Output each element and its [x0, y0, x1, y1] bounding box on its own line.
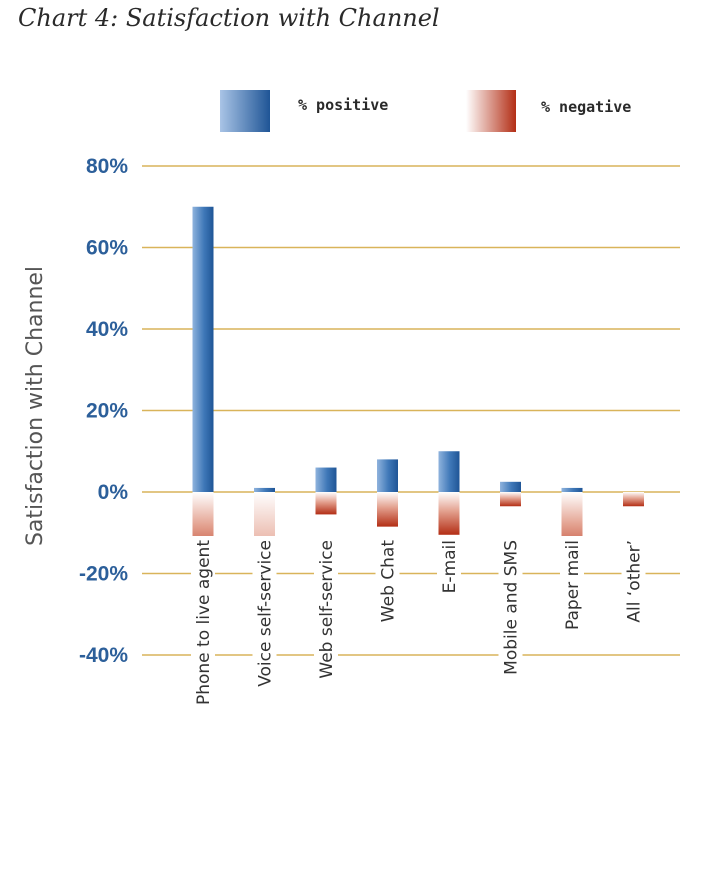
y-tick-label: 0% [98, 481, 129, 504]
y-tick-label: 40% [86, 318, 128, 341]
chart-title: Chart 4: Satisfaction with Channel [18, 4, 440, 32]
y-axis-label: Satisfaction with Channel [23, 266, 48, 546]
x-tick-label-background [375, 536, 400, 627]
bar-negative [623, 492, 644, 507]
bar-negative [377, 492, 398, 527]
bar-positive [315, 467, 337, 492]
legend-swatch-negative [466, 90, 516, 132]
bar-negative [438, 492, 460, 535]
bar-positive [192, 206, 214, 492]
y-tick-label: 80% [86, 155, 128, 178]
x-tick-label-background [498, 536, 523, 679]
legend: % positive % negative [220, 90, 631, 132]
x-axis-ticks: Phone to live agent Voice self-service Web… [191, 536, 646, 710]
x-tick-label: Web Chat [379, 540, 399, 623]
x-tick-label-background [314, 536, 338, 683]
x-tick-label: Phone to live agent [194, 540, 214, 705]
bar-negative [315, 492, 337, 515]
x-tick-label-background [437, 536, 461, 598]
x-tick-label: Web self-service [317, 540, 337, 679]
x-tick-label: Paper mail [563, 540, 583, 630]
x-tick-label: E-mail [440, 540, 460, 593]
legend-label-negative: % negative [541, 98, 631, 116]
bar-positive [500, 481, 521, 492]
bar-negative [500, 492, 521, 507]
x-tick-label: All ‘other’ [625, 540, 645, 623]
x-tick-label-background [560, 536, 584, 634]
x-tick-label: Voice self-service [256, 540, 276, 687]
y-axis-ticks: 80% 60% 40% 20% 0% -20% -40% [79, 155, 128, 667]
legend-label-positive: % positive [298, 96, 388, 114]
bar-positive [377, 459, 398, 492]
bar-positive [561, 487, 583, 492]
y-tick-label: 20% [86, 400, 128, 423]
y-tick-label: -40% [79, 644, 128, 667]
gridlines [142, 165, 680, 656]
y-tick-label: -20% [79, 563, 128, 586]
bar-positive [438, 451, 460, 492]
x-tick-label-background [621, 536, 646, 627]
x-tick-label-background [252, 536, 277, 691]
bar-positive [254, 487, 275, 492]
legend-swatch-positive [220, 90, 270, 132]
x-tick-label-background [191, 536, 215, 710]
x-tick-label: Mobile and SMS [502, 540, 522, 675]
y-tick-label: 60% [86, 237, 128, 260]
